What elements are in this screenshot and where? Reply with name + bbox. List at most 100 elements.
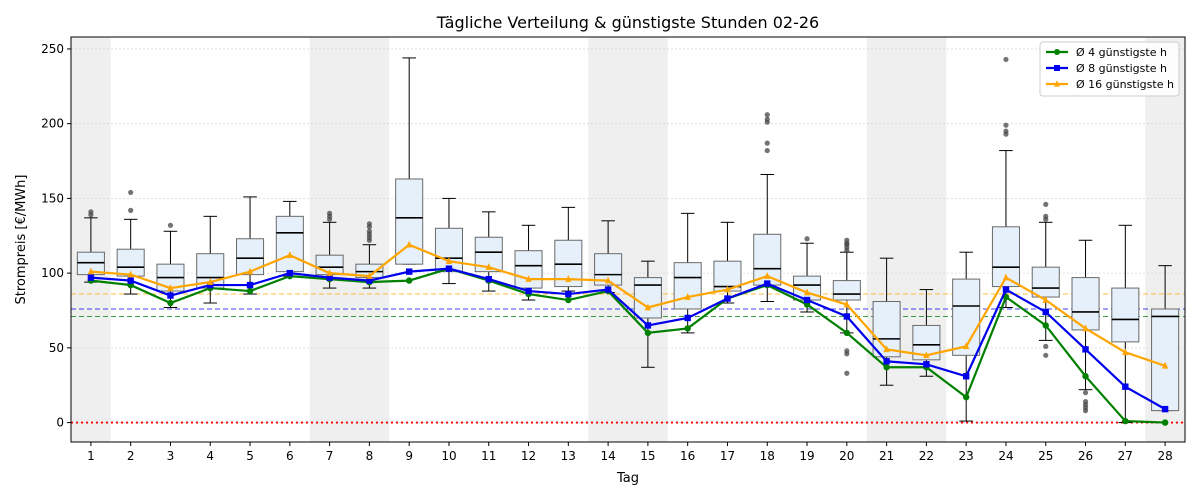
series-point bbox=[1002, 273, 1010, 281]
y-tick-label: 200 bbox=[41, 117, 64, 131]
y-tick-label: 250 bbox=[41, 42, 64, 56]
series-point bbox=[883, 364, 890, 371]
weekend-shade bbox=[906, 37, 947, 442]
series-point bbox=[644, 322, 652, 329]
series-point bbox=[764, 280, 771, 287]
series-point bbox=[724, 295, 731, 302]
x-tick-label: 24 bbox=[998, 449, 1013, 463]
x-tick-label: 23 bbox=[959, 449, 974, 463]
plot-frame bbox=[70, 36, 1186, 443]
box bbox=[275, 215, 304, 273]
series-point bbox=[366, 272, 373, 279]
legend-box bbox=[1039, 41, 1180, 97]
x-tick-label: 18 bbox=[760, 449, 775, 463]
x-tick-label: 21 bbox=[879, 449, 894, 463]
box-outlier bbox=[1043, 352, 1049, 358]
box-outlier bbox=[1043, 343, 1049, 349]
series-point bbox=[127, 270, 134, 278]
series-point bbox=[127, 277, 134, 284]
box bbox=[514, 250, 543, 289]
series-point bbox=[445, 257, 453, 264]
series-point bbox=[485, 263, 492, 270]
series-point bbox=[843, 300, 851, 308]
series-point bbox=[246, 267, 254, 275]
series-point bbox=[1122, 383, 1129, 390]
series-point bbox=[565, 290, 572, 298]
legend-marker bbox=[1054, 80, 1060, 87]
weekend-shade bbox=[628, 37, 668, 442]
box-outlier bbox=[844, 348, 850, 354]
series-point bbox=[644, 329, 652, 337]
series-point bbox=[1042, 296, 1049, 303]
series-point bbox=[326, 274, 333, 281]
box bbox=[434, 227, 463, 273]
box-outlier bbox=[1043, 201, 1049, 207]
x-tick-label: 13 bbox=[561, 449, 576, 463]
series-point bbox=[1161, 361, 1169, 369]
x-tick-label: 17 bbox=[720, 449, 735, 463]
x-axis-label: Tag bbox=[616, 471, 639, 486]
x-tick-label: 26 bbox=[1078, 449, 1093, 463]
series-point bbox=[684, 325, 691, 332]
box bbox=[1031, 266, 1060, 298]
legend-marker bbox=[1054, 65, 1060, 71]
legend-marker bbox=[1054, 49, 1060, 55]
box-outlier bbox=[1003, 56, 1009, 63]
series-point bbox=[1042, 322, 1049, 329]
series-point bbox=[962, 393, 970, 401]
series-point bbox=[883, 345, 890, 353]
y-axis-label: Strompreis [€/MWh] bbox=[14, 175, 29, 305]
series-point bbox=[246, 287, 254, 295]
series-point bbox=[87, 274, 95, 281]
series-line bbox=[90, 267, 1166, 424]
series-point bbox=[1122, 348, 1129, 356]
x-tick-label: 25 bbox=[1038, 449, 1053, 463]
series-point bbox=[843, 313, 851, 320]
series-point bbox=[405, 268, 413, 275]
box-outlier bbox=[128, 207, 134, 213]
legend-label: Ø 4 günstigste h bbox=[1076, 46, 1167, 59]
series-point bbox=[843, 329, 851, 337]
series-point bbox=[207, 281, 214, 289]
legend-label: Ø 8 günstigste h bbox=[1076, 62, 1167, 75]
x-tick-label: 19 bbox=[799, 449, 814, 463]
box bbox=[1111, 287, 1140, 343]
series-point bbox=[525, 287, 532, 295]
series-point bbox=[923, 361, 930, 368]
box-outlier bbox=[844, 237, 850, 243]
box bbox=[1151, 308, 1180, 412]
box-outlier bbox=[1082, 399, 1089, 405]
series-point bbox=[1042, 308, 1049, 316]
box-outlier bbox=[366, 228, 372, 234]
series-point bbox=[1082, 373, 1089, 380]
series-point bbox=[167, 292, 174, 299]
box-outlier bbox=[366, 221, 372, 227]
box-outlier bbox=[1043, 213, 1049, 219]
series-point bbox=[604, 276, 612, 284]
y-tick-label: 150 bbox=[41, 191, 64, 205]
series-point bbox=[246, 281, 254, 289]
series-point bbox=[1002, 286, 1010, 293]
x-tick-label: 5 bbox=[246, 449, 254, 463]
box-outlier bbox=[804, 236, 810, 242]
x-tick-label: 7 bbox=[326, 449, 334, 463]
series-point bbox=[923, 351, 930, 359]
x-tick-label: 15 bbox=[640, 449, 655, 463]
series-point bbox=[565, 296, 572, 304]
box-outlier bbox=[1003, 128, 1009, 134]
box bbox=[832, 280, 861, 301]
x-tick-label: 28 bbox=[1157, 449, 1172, 463]
y-tick-label: 100 bbox=[41, 266, 64, 280]
series-point bbox=[803, 288, 811, 296]
series-point bbox=[207, 278, 214, 285]
series-point bbox=[525, 275, 532, 282]
x-tick-label: 22 bbox=[919, 449, 934, 463]
series-point bbox=[1122, 417, 1129, 425]
series-point bbox=[1161, 419, 1169, 426]
series-point bbox=[405, 240, 413, 248]
x-tick-label: 3 bbox=[167, 449, 175, 463]
box-outlier bbox=[764, 112, 770, 118]
series-point bbox=[883, 358, 890, 365]
series-point bbox=[485, 275, 492, 283]
box-outlier bbox=[128, 189, 134, 196]
